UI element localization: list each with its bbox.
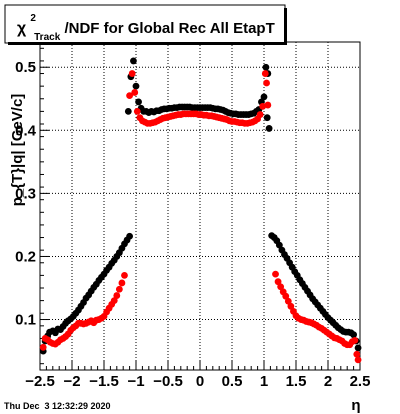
data-point-red: [272, 270, 279, 278]
data-point-red: [353, 350, 361, 358]
data-point-red: [354, 356, 362, 364]
y-tick-label: 0.5: [15, 59, 36, 76]
x-tick-label: −1: [127, 373, 144, 390]
data-point-black: [265, 125, 273, 132]
x-tick-label: 1: [260, 373, 268, 390]
x-axis-label: η: [351, 397, 360, 414]
data-point-red: [282, 292, 290, 300]
data-point-red: [131, 89, 139, 96]
title-box-shadow: [284, 8, 287, 45]
data-points: [39, 57, 362, 364]
data-point-red: [121, 271, 128, 279]
title-box-shadow-bottom: [8, 42, 287, 45]
data-point-black: [126, 232, 133, 240]
data-point-red: [115, 285, 123, 293]
y-axis-label: p_{T}|q| [GeV/c]: [9, 94, 26, 207]
timestamp: Thu Dec 3 12:32:29 2020: [4, 401, 111, 411]
x-tick-label: 1.5: [286, 373, 307, 390]
data-point-red: [284, 297, 292, 305]
data-point-red: [277, 283, 285, 291]
data-point-black: [130, 57, 137, 65]
data-point-red: [133, 107, 141, 115]
data-point-red: [113, 292, 121, 299]
x-tick-label: 0: [196, 373, 204, 390]
title-subscript: Track: [34, 32, 61, 43]
y-tick-label: 0.2: [15, 248, 36, 265]
x-tick-label: 0.5: [222, 373, 243, 390]
data-point-red: [259, 102, 267, 110]
title-chi: χ: [17, 20, 27, 37]
data-point-black: [124, 107, 132, 115]
data-point-red: [261, 70, 269, 77]
x-tick-label: −2.5: [25, 373, 55, 390]
y-tick-label: 0.3: [15, 185, 36, 202]
ticks: −2.5 −2 −1.5 −1 −0.5 0 0.5 1 1.5 2 2.5 0.1 0.2 0.3 0.4…: [15, 47, 371, 390]
x-tick-label: −1.5: [89, 373, 119, 390]
data-point-red: [274, 278, 282, 286]
x-tick-label: −2: [63, 373, 80, 390]
x-tick-label: −0.5: [153, 373, 183, 390]
data-point-red: [256, 111, 264, 118]
data-point-red: [126, 92, 133, 100]
data-point-black: [350, 331, 357, 339]
data-point-black: [135, 98, 142, 106]
y-tick-label: 0.4: [15, 122, 37, 139]
data-point-red: [128, 70, 136, 77]
data-point-red: [39, 343, 47, 351]
data-point-black: [275, 241, 283, 249]
data-point-black: [132, 82, 140, 90]
data-point-red: [351, 336, 359, 344]
data-point-red: [287, 302, 295, 310]
x-tick-label: 2: [324, 373, 332, 390]
data-point-red: [264, 101, 272, 109]
y-tick-label: 0.1: [15, 312, 36, 329]
title: χ 2 Track /NDF for Global Rec All EtapT: [17, 8, 275, 44]
data-point-red: [263, 79, 270, 87]
data-point-red: [118, 279, 126, 287]
data-point-black: [263, 114, 271, 122]
data-point-black: [262, 63, 270, 71]
data-point-black: [354, 344, 362, 352]
title-box: [4, 4, 286, 44]
data-point-black: [260, 93, 268, 101]
x-tick-label: 2.5: [350, 373, 371, 390]
title-superscript: 2: [30, 13, 36, 24]
title-suffix: /NDF for Global Rec All EtapT: [64, 20, 274, 37]
data-point-red: [110, 297, 118, 305]
